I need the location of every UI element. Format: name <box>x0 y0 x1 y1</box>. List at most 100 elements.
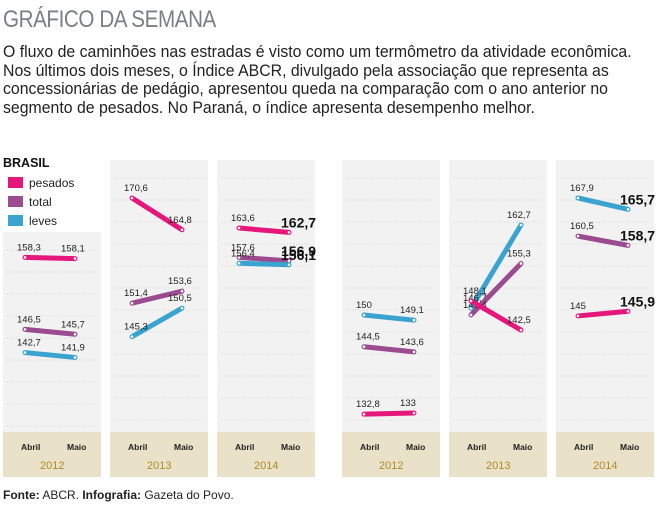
data-label-total: 158,7 <box>620 227 655 243</box>
point-pesados <box>626 310 630 313</box>
series-line-leves <box>361 312 417 323</box>
point-total <box>73 332 77 336</box>
year-label: 2013 <box>486 460 510 472</box>
series-line-pesados <box>22 254 78 262</box>
point-pesados <box>180 228 184 232</box>
series-line-total <box>236 254 292 264</box>
point-pesados <box>412 411 416 415</box>
data-label-pesados: 162,7 <box>281 214 316 230</box>
credit-value: Gazeta do Povo. <box>141 488 234 502</box>
series-line-pesados <box>468 298 524 333</box>
point-total <box>180 289 184 293</box>
point-leves <box>362 313 366 317</box>
year-label: 2014 <box>593 460 617 472</box>
point-total <box>519 262 523 265</box>
legend-label-pesados: pesados <box>29 176 74 190</box>
data-label-leves: 162,7 <box>507 210 531 221</box>
point-leves <box>180 306 184 310</box>
data-label-leves: 156,1 <box>281 247 316 263</box>
data-label-leves: 150,5 <box>168 293 192 304</box>
series-line-leves <box>236 260 292 268</box>
data-label-total: 160,5 <box>570 221 594 232</box>
point-total <box>130 301 134 305</box>
month-label: Abril <box>21 442 40 452</box>
series-line-leves <box>468 222 524 311</box>
year-label: 2012 <box>40 460 64 472</box>
month-label: Abril <box>128 442 147 452</box>
point-pesados <box>576 314 580 318</box>
year-label: 2014 <box>254 460 278 472</box>
data-label-pesados: 133 <box>400 398 416 409</box>
footer: Fonte: ABCR. Infografia: Gazeta do Povo. <box>3 488 234 502</box>
point-total <box>287 259 291 263</box>
page-title: GRÁFICO DA SEMANA <box>3 6 216 33</box>
series-line-pesados <box>575 308 631 319</box>
month-label: Abril <box>360 442 379 452</box>
data-label-total: 157,6 <box>231 242 255 253</box>
legend-label-total: total <box>29 195 52 209</box>
source-label: Fonte: <box>3 488 40 502</box>
legend-swatch-total <box>8 196 23 207</box>
month-label: Abril <box>574 442 593 452</box>
source-value: ABCR. <box>39 488 83 502</box>
point-pesados <box>469 299 473 303</box>
point-leves <box>469 306 473 310</box>
series-line-pesados <box>361 410 417 417</box>
point-total <box>412 350 416 354</box>
series-line-leves <box>575 195 631 212</box>
legend-swatch-pesados <box>8 177 23 188</box>
series-line-leves <box>129 305 185 340</box>
month-label: Maio <box>406 442 425 452</box>
series-line-pesados <box>129 195 185 233</box>
month-label: Maio <box>620 442 639 452</box>
point-total <box>362 345 366 349</box>
series-line-total <box>22 326 78 337</box>
credit-label: Infografia: <box>82 488 142 502</box>
intro-text: O fluxo de caminhões nas estradas é vist… <box>3 43 632 117</box>
data-label-total: 143,6 <box>400 337 424 348</box>
data-label-pesados: 164,8 <box>168 215 192 226</box>
data-label-leves: 165,7 <box>620 191 655 207</box>
month-label: Maio <box>513 442 532 452</box>
data-label-total: 144,5 <box>356 332 380 343</box>
panel-band-brasil-2013 <box>110 432 208 477</box>
point-total <box>23 328 27 331</box>
data-label-pesados: 158,3 <box>17 242 41 253</box>
data-label-total: 155,3 <box>507 248 531 259</box>
panel-paraná-2013 <box>449 160 547 432</box>
panel-brasil-2014 <box>217 160 315 432</box>
month-label: Maio <box>174 442 193 452</box>
point-total <box>237 256 241 259</box>
panel-band-brasil-2012 <box>3 432 101 477</box>
data-label-leves: 149,1 <box>400 305 424 316</box>
point-leves <box>412 318 416 322</box>
point-total <box>469 313 473 317</box>
point-pesados <box>237 226 241 230</box>
data-label-leves: 167,9 <box>570 183 594 194</box>
point-pesados <box>23 256 27 259</box>
point-leves <box>519 223 523 227</box>
month-label: Maio <box>281 442 300 452</box>
data-label-pesados: 145 <box>570 301 586 312</box>
point-leves <box>130 335 134 338</box>
data-label-leves: 156,4 <box>231 248 255 259</box>
panel-band-paraná-2013 <box>449 432 547 477</box>
point-pesados <box>130 196 134 200</box>
data-label-leves: 150 <box>356 300 372 311</box>
series-line-total <box>129 288 185 306</box>
data-label-pesados: 132,8 <box>356 399 380 410</box>
data-label-total: 146,5 <box>17 314 41 325</box>
month-label: Abril <box>467 442 486 452</box>
data-label-leves: 142,7 <box>17 338 41 349</box>
month-label: Abril <box>235 442 254 452</box>
point-pesados <box>519 328 523 332</box>
data-label-leves: 141,9 <box>61 342 85 353</box>
data-label-pesados: 148,1 <box>463 286 487 297</box>
point-leves <box>23 351 27 354</box>
series-line-pesados <box>236 225 292 235</box>
point-pesados <box>287 231 291 234</box>
legend-swatch-leves <box>8 215 23 226</box>
point-total <box>626 244 630 247</box>
data-label-pesados: 170,6 <box>124 183 148 194</box>
